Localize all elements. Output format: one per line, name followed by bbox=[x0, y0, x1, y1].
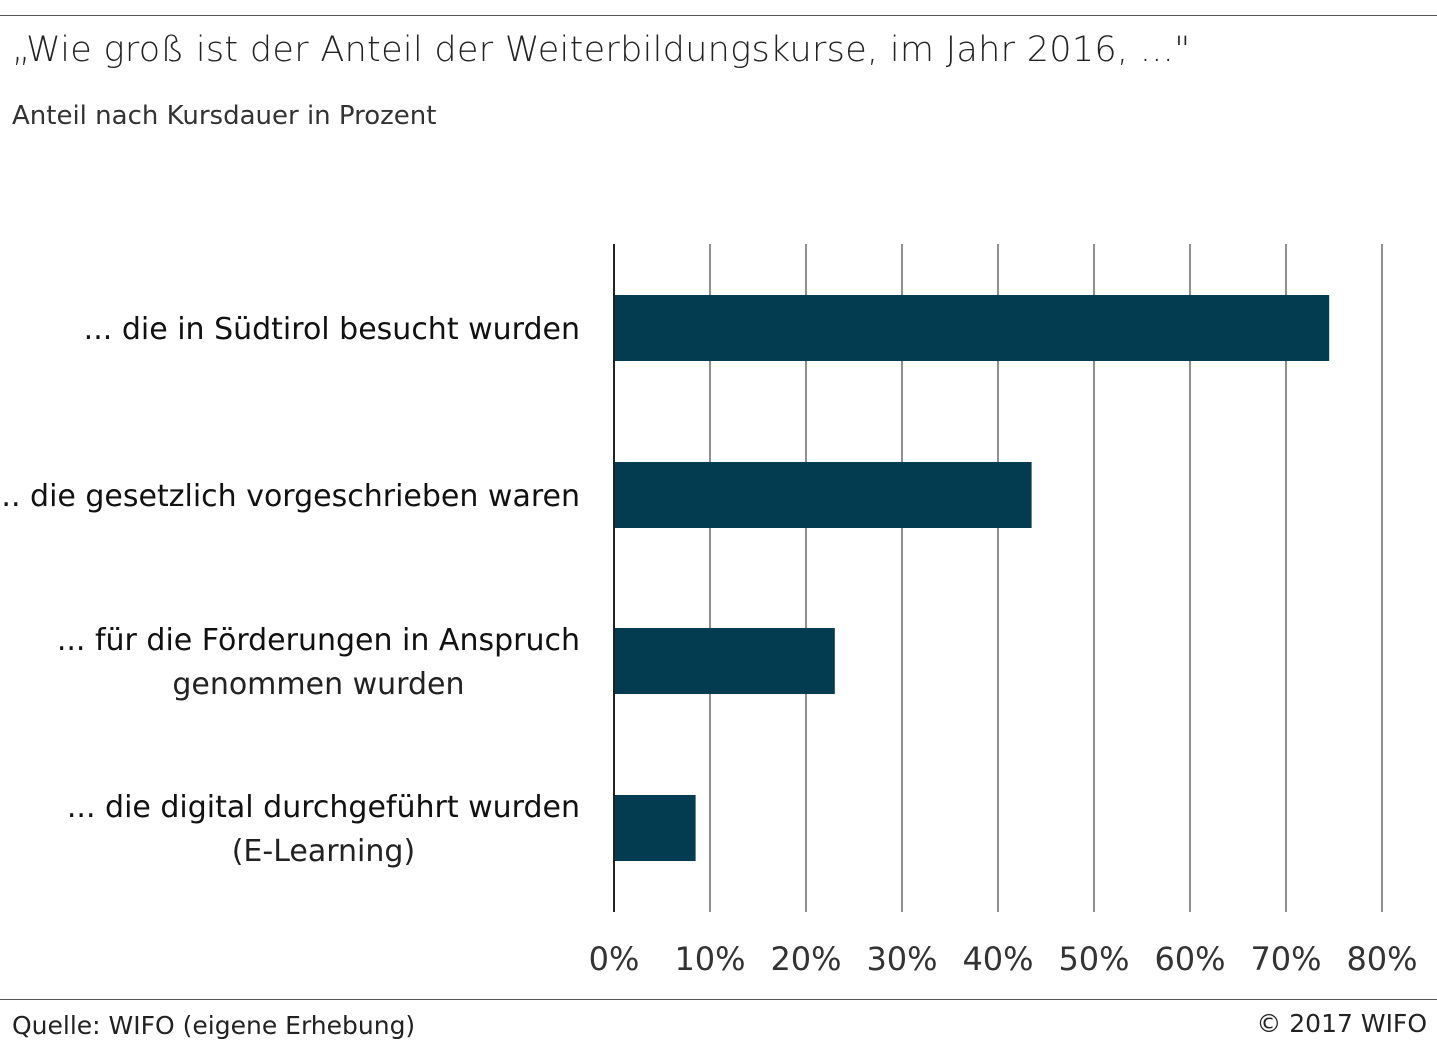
chart-title: „Wie groß ist der Anteil der Weiterbildu… bbox=[12, 30, 1191, 70]
chart-subtitle: Anteil nach Kursdauer in Prozent bbox=[12, 101, 437, 131]
bar-chart: ... die in Südtirol besucht wurden ... di… bbox=[0, 244, 1418, 978]
category-label-1: ... die gesetzlich vorgeschrieben waren bbox=[0, 479, 580, 514]
category-label-0: ... die in Südtirol besucht wurden bbox=[84, 312, 580, 347]
bars bbox=[614, 295, 1330, 861]
top-rule bbox=[0, 15, 1437, 16]
x-tick-label-70: 70% bbox=[1250, 940, 1321, 978]
category-label-2-line2: genommen wurden bbox=[172, 667, 464, 702]
category-label-2: ... für die Förderungen in Anspruch bbox=[57, 623, 580, 658]
category-labels: ... die in Südtirol besucht wurden ... di… bbox=[0, 312, 580, 869]
x-tick-label-10: 10% bbox=[674, 940, 745, 978]
bar-0 bbox=[614, 295, 1330, 361]
category-label-3-line2: (E-Learning) bbox=[232, 834, 415, 869]
category-label-3: ... die digital durchgeführt wurden bbox=[67, 790, 580, 825]
bottom-rule bbox=[0, 999, 1437, 1000]
x-tick-labels: 0% 10% 20% 30% 40% 50% 60% 70% 80% bbox=[589, 940, 1418, 978]
x-tick-label-40: 40% bbox=[962, 940, 1033, 978]
x-tick-label-50: 50% bbox=[1058, 940, 1129, 978]
x-tick-label-60: 60% bbox=[1154, 940, 1225, 978]
source-note: Quelle: WIFO (eigene Erhebung) bbox=[12, 1011, 416, 1040]
x-tick-label-0: 0% bbox=[589, 940, 640, 978]
x-tick-label-80: 80% bbox=[1346, 940, 1417, 978]
bar-2 bbox=[614, 628, 835, 694]
copyright-note: © 2017 WIFO bbox=[1256, 1009, 1427, 1038]
bar-3 bbox=[614, 795, 696, 861]
x-tick-label-20: 20% bbox=[770, 940, 841, 978]
bar-1 bbox=[614, 462, 1032, 528]
x-tick-label-30: 30% bbox=[866, 940, 937, 978]
